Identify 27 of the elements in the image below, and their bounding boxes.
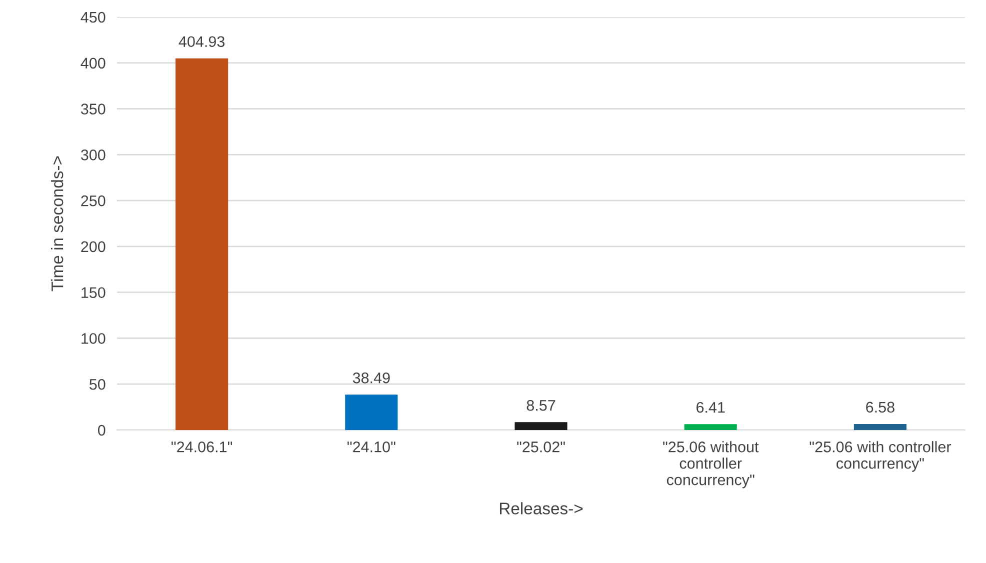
bar	[176, 58, 228, 430]
y-tick-label: 450	[80, 12, 106, 23]
x-tick-label: "24.06.1"	[172, 442, 232, 452]
bar	[854, 424, 906, 430]
bar	[514, 422, 568, 430]
y-tick-label: 250	[81, 195, 106, 206]
y-tick-label: 400	[80, 58, 106, 69]
y-tick-label: 300	[80, 150, 106, 160]
x-tick-label: "25.06 with controller concurrency"	[810, 441, 952, 472]
y-tick-label: 200	[81, 241, 106, 252]
x-tick-label: "25.02"	[517, 442, 565, 452]
y-axis-title: Time in seconds->	[50, 156, 64, 292]
y-tick-label: 150	[82, 287, 106, 298]
y-tick-label: 50	[90, 378, 106, 390]
data-label: 404.93	[178, 36, 224, 48]
data-label: 38.49	[352, 372, 390, 384]
data-label: 8.57	[526, 400, 556, 411]
x-tick-label: "24.10"	[348, 442, 396, 452]
data-label: 6.41	[696, 402, 725, 413]
x-tick-label: "25.06 without controller concurrency"	[663, 441, 759, 488]
data-label: 6.58	[866, 402, 894, 413]
y-tick-label: 100	[82, 333, 106, 344]
x-axis-title: Releases->	[500, 502, 583, 514]
y-tick-label: 350	[80, 104, 106, 114]
bar	[684, 424, 737, 430]
bar	[345, 394, 398, 430]
y-tick-label: 0	[98, 424, 106, 436]
